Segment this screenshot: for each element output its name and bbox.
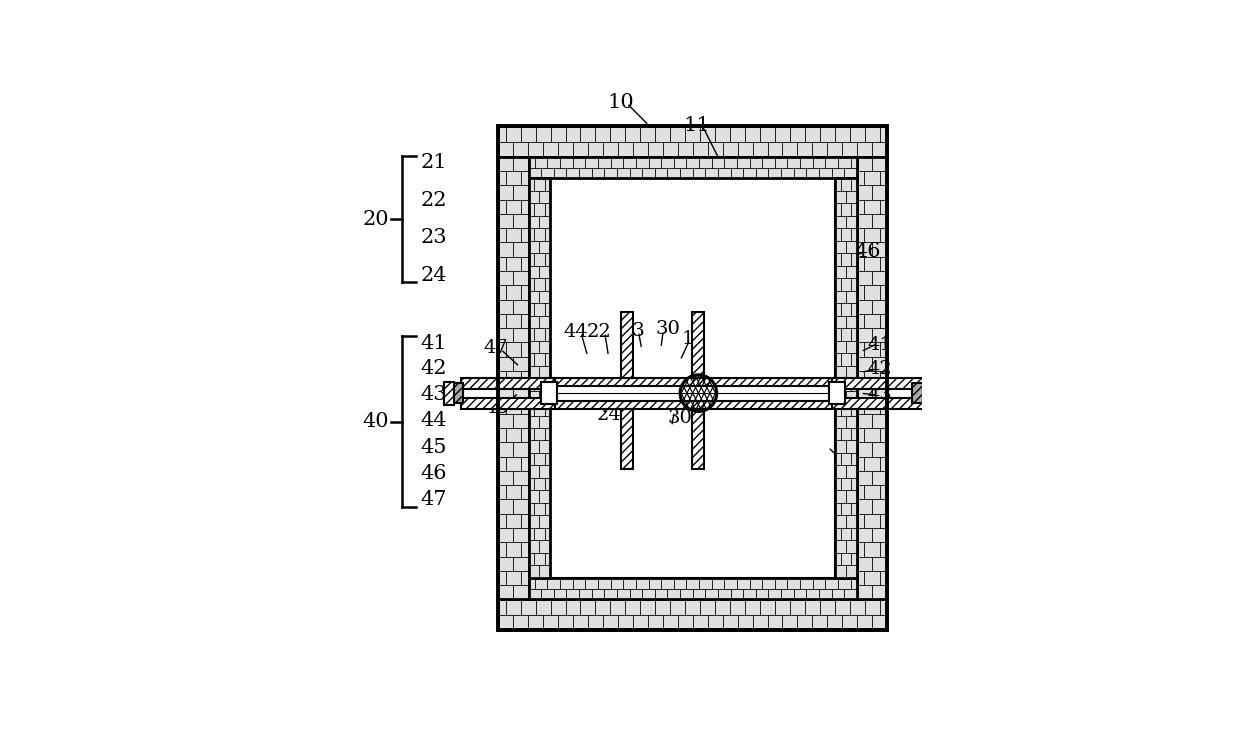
Bar xyxy=(830,383,846,404)
Bar xyxy=(621,312,634,377)
Bar xyxy=(924,382,934,405)
Bar xyxy=(461,398,554,409)
Bar xyxy=(551,178,836,578)
Text: 45: 45 xyxy=(420,438,448,457)
Text: 13: 13 xyxy=(682,330,707,348)
Text: 47: 47 xyxy=(482,339,507,357)
Text: 44: 44 xyxy=(563,322,588,341)
Text: 47: 47 xyxy=(420,490,448,510)
Text: 11: 11 xyxy=(683,116,711,135)
Text: 42: 42 xyxy=(868,360,892,378)
Text: 46: 46 xyxy=(420,464,448,483)
Bar xyxy=(836,178,857,578)
Text: 30: 30 xyxy=(656,320,681,339)
Bar xyxy=(498,126,888,157)
Bar xyxy=(692,409,704,469)
Bar xyxy=(692,312,704,377)
Text: 30: 30 xyxy=(667,409,692,426)
Text: 41: 41 xyxy=(868,336,892,354)
Bar xyxy=(528,178,551,578)
Text: 41: 41 xyxy=(420,334,448,353)
Bar xyxy=(832,377,924,389)
Text: 43: 43 xyxy=(420,385,448,404)
Text: 24: 24 xyxy=(596,406,621,424)
Bar xyxy=(444,382,454,405)
Text: 46: 46 xyxy=(854,241,882,261)
Text: 21: 21 xyxy=(836,431,861,449)
Text: 22: 22 xyxy=(420,191,448,210)
Bar xyxy=(528,578,857,600)
Bar xyxy=(554,377,832,389)
Text: 21: 21 xyxy=(420,153,448,172)
Text: 40: 40 xyxy=(362,412,389,431)
Text: 45: 45 xyxy=(485,400,510,418)
Text: 12: 12 xyxy=(835,455,859,473)
Bar xyxy=(541,383,557,404)
Bar xyxy=(461,377,554,389)
Bar xyxy=(498,126,888,630)
Bar xyxy=(451,383,464,403)
Bar xyxy=(832,398,924,409)
Text: 10: 10 xyxy=(608,93,634,111)
Bar xyxy=(528,157,857,178)
Bar xyxy=(541,386,554,400)
Text: 44: 44 xyxy=(420,412,448,430)
Bar xyxy=(554,398,832,409)
Text: 22: 22 xyxy=(587,322,611,341)
Text: 20: 20 xyxy=(362,210,389,229)
Text: 23: 23 xyxy=(620,322,645,340)
Bar xyxy=(911,383,924,403)
Bar xyxy=(498,157,528,600)
Text: 24: 24 xyxy=(420,266,448,285)
Bar xyxy=(554,386,832,400)
Text: 43: 43 xyxy=(867,386,893,403)
Text: 42: 42 xyxy=(420,360,448,378)
Bar xyxy=(621,409,634,469)
Bar xyxy=(498,600,888,630)
Text: 23: 23 xyxy=(420,228,448,247)
Bar xyxy=(857,157,888,600)
